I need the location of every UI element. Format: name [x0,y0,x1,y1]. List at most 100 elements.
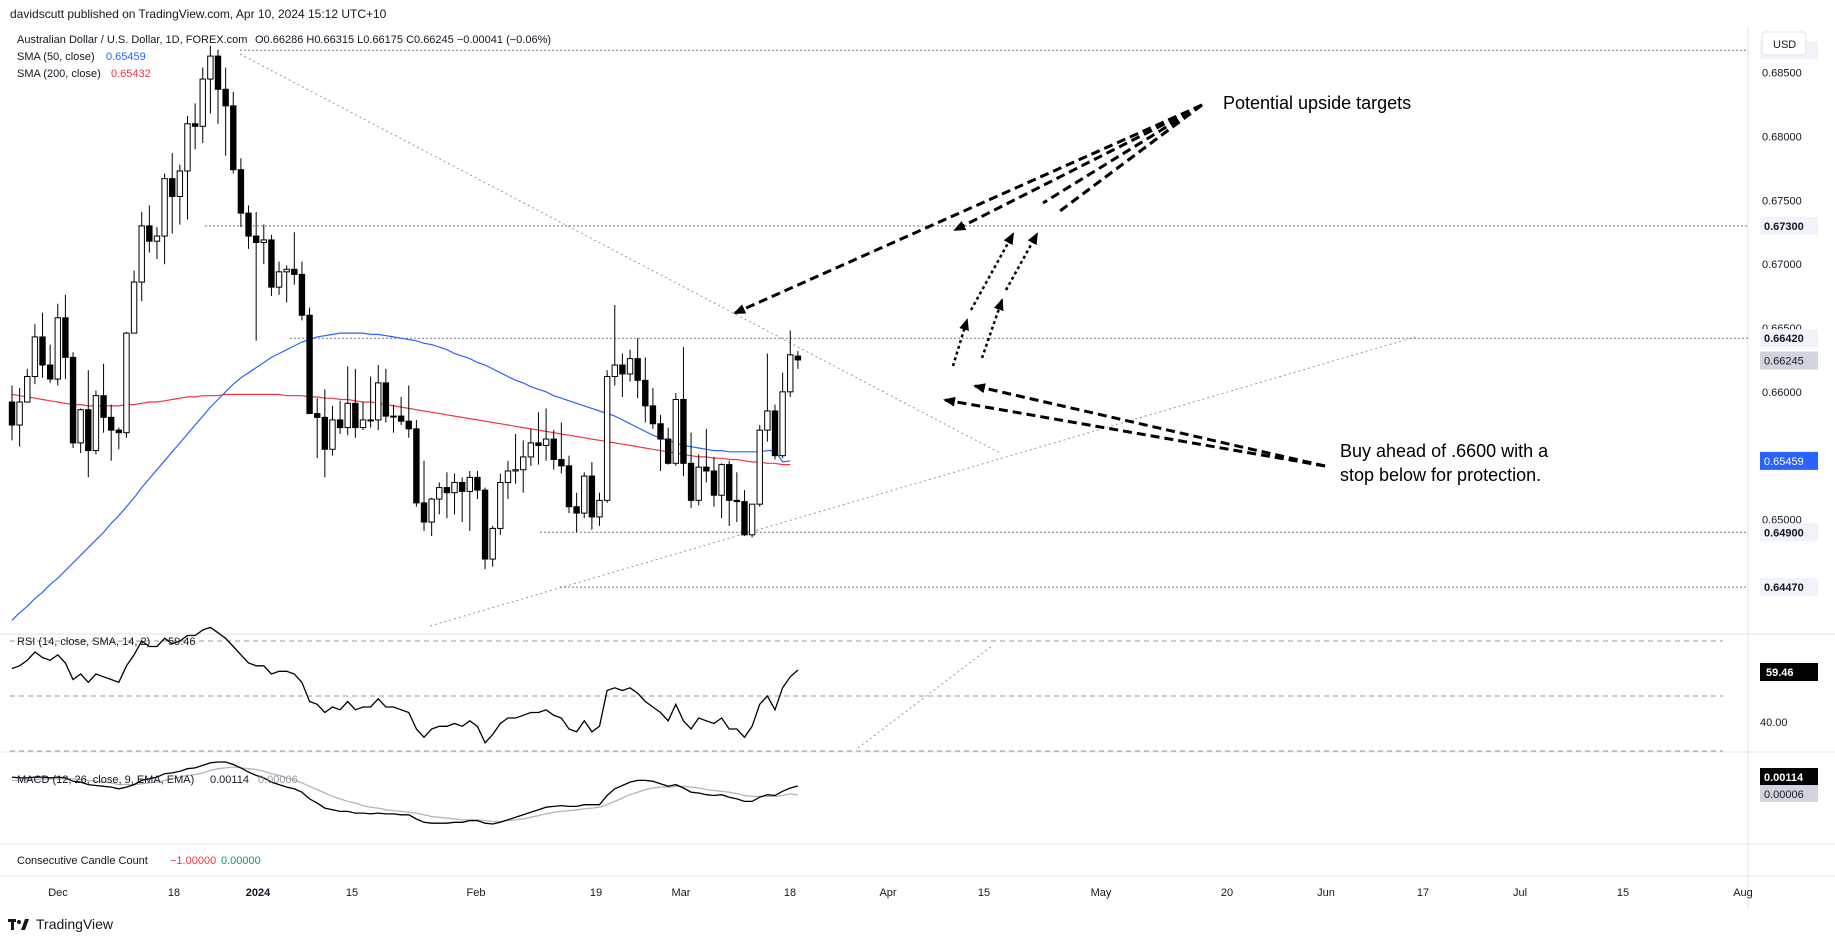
level-label: 0.64470 [1764,582,1804,594]
candle-body [672,398,680,464]
candle [451,473,458,515]
candle [695,454,702,506]
candle-body [512,469,519,472]
candle-body [375,382,382,421]
candle [31,324,39,385]
chart-area[interactable]: Potential upside targets Buy ahead of .6… [0,28,1835,908]
candle [474,470,481,500]
annotation-texts: Potential upside targets Buy ahead of .6… [1223,93,1549,485]
macd-signal-label: 0.00006 [1764,789,1804,801]
time-axis-label: Mar [672,887,691,899]
candle [252,211,260,341]
candle [222,67,229,156]
ccc-value-2: 0.00000 [221,855,261,867]
candle-body [489,527,496,560]
time-axis-label: 15 [978,887,990,899]
candle-body [787,354,794,393]
macd-line [11,761,799,825]
candle-body [481,489,489,560]
currency-button-label[interactable]: USD [1773,39,1796,51]
symbol-title: Australian Dollar / U.S. Dollar, 1D, FOR… [17,34,247,46]
candle [520,440,527,493]
candle [642,357,649,423]
level-label: 0.67300 [1764,221,1804,233]
candle-body [520,456,527,471]
candle [764,353,771,442]
candle [153,227,161,260]
candle-body [130,281,138,334]
macd-legend-label: MACD (12, 26, close, 9, EMA, EMA) [17,774,194,786]
candle-body [176,170,184,198]
candle-body [245,212,252,237]
candle [420,460,428,531]
time-axis-label: 15 [346,887,358,899]
candle-body [703,466,710,472]
candle-body [153,235,161,242]
time-axis-label: Apr [879,887,896,899]
candle-body [100,395,107,418]
candle [245,205,252,249]
currency-button-bg[interactable] [1761,31,1807,56]
arrow-path-upside-d [1004,232,1039,291]
candle [657,414,664,471]
candle-body [321,416,329,450]
candle [672,393,680,466]
candle-body [474,476,481,491]
candle [54,303,61,386]
level-label-bg [1760,578,1818,597]
candle [687,432,695,508]
candle [458,477,466,523]
candle-body [107,416,115,431]
candle-body [504,470,512,483]
price-tick: 0.67500 [1762,195,1802,207]
rsi-line [11,626,799,744]
candle [726,460,733,526]
candle-body [527,442,535,458]
tradingview-logo[interactable]: TradingView [8,916,113,932]
candle-body [230,105,237,171]
candle-body [771,410,779,457]
candle [85,370,92,478]
currency-button[interactable]: USD [1761,31,1807,56]
candle [794,350,802,369]
candle-body [298,273,306,316]
candle [24,368,31,403]
candle-body [748,503,756,536]
candle-body [451,481,458,494]
candle-body [443,487,451,494]
candle-body [573,506,580,514]
candle [581,472,588,519]
rsi-legend-label: RSI (14, close, SMA, 14, 2) [17,636,150,648]
ohlc-values: O0.66286 H0.66315 L0.66175 C0.66245 −0.0… [255,34,551,46]
candle [336,400,344,434]
candle [710,456,718,507]
horizontal-levels [205,49,1748,588]
candle-body [191,123,199,127]
candle-body [222,88,229,107]
sma50-price-label: 0.65459 [1764,456,1804,468]
candle [382,368,390,423]
candle [8,385,16,441]
time-axis[interactable]: Dec 18 2024 15 Feb 19 Mar 18 Apr 15 May 20 Jun 17 Jul 1… [48,887,1753,899]
level-label: 0.66420 [1764,333,1804,345]
candle-body [207,55,214,80]
candle-body [542,438,550,446]
macd-lines [11,761,799,825]
candle [703,428,710,483]
candle [130,270,138,334]
candle [169,153,176,234]
time-axis-label: 2024 [246,887,271,899]
candle [550,430,557,470]
price-tick: 0.68500 [1762,68,1802,80]
candle-body [329,419,336,450]
candle [107,404,115,461]
chart-svg[interactable]: Potential upside targets Buy ahead of .6… [0,28,1835,908]
candle [298,261,306,321]
candle [573,492,580,533]
rsi-axis-tick-40: 40.00 [1760,717,1788,729]
price-tick: 0.66000 [1762,387,1802,399]
candle-body [146,225,153,242]
rsi-value-label-bg [1760,663,1818,681]
time-axis-label: Jul [1513,887,1527,899]
candle-body [161,178,168,237]
